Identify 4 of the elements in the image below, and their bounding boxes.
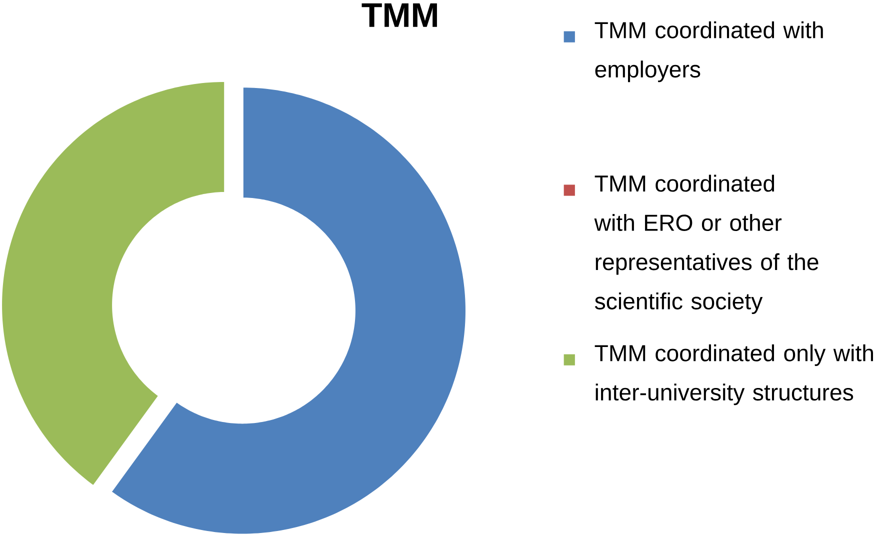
legend-label: TMM coordinated with employers bbox=[594, 21, 823, 82]
legend-label: TMM coordinated only with inter-university structures bbox=[594, 344, 873, 406]
chart-title: TMM bbox=[362, 3, 437, 27]
legend-label: TMM coordinated with ERO or other representatives of the scientific society bbox=[594, 174, 818, 314]
